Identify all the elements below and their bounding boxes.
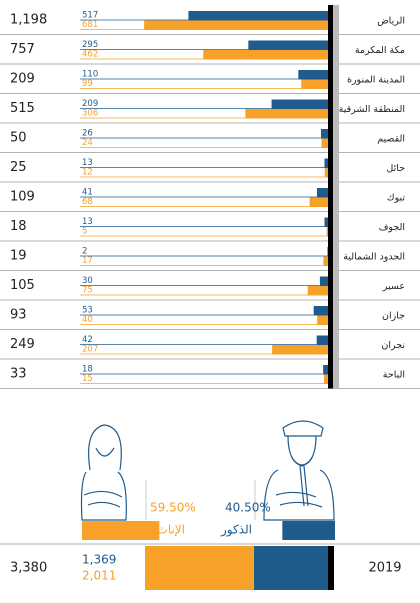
- value-label: 30: [82, 276, 93, 286]
- male-bar: [271, 99, 328, 109]
- male-bar: [313, 306, 328, 316]
- value-label: 681: [82, 20, 98, 30]
- row-total: 515: [10, 101, 35, 116]
- region-label: الحدود الشمالية: [343, 252, 405, 263]
- region-label: مكة المكرمة: [355, 45, 405, 56]
- woman-figure: [80, 424, 127, 521]
- male-bar: [324, 217, 328, 227]
- row-total: 105: [10, 278, 35, 293]
- row-total: 109: [10, 190, 35, 205]
- region-label: الباحة: [383, 370, 405, 381]
- value-label: 2: [82, 247, 87, 257]
- value-label: 209: [82, 99, 98, 109]
- male-share: 40.50%: [225, 501, 271, 515]
- baseline-shadow: [333, 5, 339, 389]
- value-label: 15: [82, 374, 93, 384]
- male-bar: [316, 188, 328, 198]
- value-label: 40: [82, 315, 93, 325]
- value-label: 207: [82, 345, 98, 355]
- female-bar: [301, 79, 328, 89]
- value-label: 53: [82, 306, 93, 316]
- value-label: 110: [82, 70, 98, 80]
- summary-baseline: [328, 546, 334, 590]
- summary-value: 2,011: [82, 569, 116, 583]
- row-total: 18: [10, 219, 27, 234]
- male-share-bar: [282, 521, 335, 540]
- female-share: 59.50%: [150, 501, 196, 515]
- female-bar: [144, 20, 328, 30]
- female-bar: [307, 286, 328, 296]
- summary-female-bar: [145, 546, 254, 590]
- value-label: 462: [82, 50, 98, 60]
- value-label: 41: [82, 188, 93, 198]
- summary-year: 2019: [368, 561, 401, 576]
- value-label: 75: [82, 286, 93, 296]
- value-label: 18: [82, 365, 93, 375]
- male-bar: [316, 335, 328, 345]
- female-bar: [309, 197, 328, 207]
- female-bar: [245, 109, 328, 119]
- female-bar: [272, 345, 328, 355]
- region-label: المنطقة الشرقية: [339, 104, 405, 115]
- female-bar: [203, 50, 328, 60]
- summary-male-bar: [253, 546, 328, 590]
- man-figure: [263, 420, 335, 521]
- region-label: القصيم: [377, 134, 405, 145]
- value-label: 306: [82, 109, 98, 119]
- male-legend: الذكور: [220, 523, 252, 538]
- female-bar: [326, 227, 328, 237]
- value-label: 517: [82, 11, 98, 21]
- value-label: 17: [82, 256, 93, 266]
- row-total: 19: [10, 249, 27, 264]
- region-label: المدينة المنورة: [347, 75, 405, 86]
- value-label: 295: [82, 40, 98, 50]
- row-total: 50: [10, 131, 27, 146]
- row-total: 93: [10, 308, 27, 323]
- region-label: جازان: [382, 311, 405, 322]
- region-label: نجران: [381, 340, 405, 351]
- female-bar: [323, 256, 328, 266]
- value-label: 42: [82, 335, 93, 345]
- male-bar: [324, 158, 328, 168]
- male-bar: [298, 70, 328, 80]
- row-total: 1,198: [10, 13, 47, 28]
- summary-total: 3,380: [10, 561, 47, 576]
- baseline: [328, 5, 333, 389]
- value-label: 68: [82, 197, 93, 207]
- male-bar: [319, 276, 328, 286]
- female-bar: [323, 374, 328, 384]
- region-label: عسير: [382, 281, 405, 292]
- value-label: 13: [82, 217, 93, 227]
- row-total: 25: [10, 160, 27, 175]
- male-bar: [323, 365, 328, 375]
- female-bar: [317, 315, 328, 325]
- value-label: 13: [82, 158, 93, 168]
- value-label: 24: [82, 138, 93, 148]
- value-label: 12: [82, 168, 93, 178]
- row-total: 249: [10, 337, 35, 352]
- row-total: 209: [10, 72, 35, 87]
- row-total: 757: [10, 42, 35, 57]
- female-bar: [324, 168, 328, 178]
- female-bar: [321, 138, 328, 148]
- male-bar: [188, 11, 328, 21]
- male-bar: [248, 40, 328, 50]
- region-label: الرياض: [377, 16, 405, 27]
- region-label: حائل: [386, 163, 405, 174]
- row-total: 33: [10, 367, 27, 382]
- male-bar: [320, 129, 328, 139]
- female-share-bar: [82, 521, 160, 540]
- value-label: 99: [82, 79, 93, 89]
- value-label: 5: [82, 227, 87, 237]
- female-legend: الإناث: [157, 523, 185, 537]
- region-label: تبوك: [387, 193, 406, 204]
- region-label: الجوف: [379, 222, 405, 233]
- summary-value: 1,369: [82, 553, 116, 567]
- male-bar: [327, 247, 328, 257]
- value-label: 26: [82, 129, 93, 139]
